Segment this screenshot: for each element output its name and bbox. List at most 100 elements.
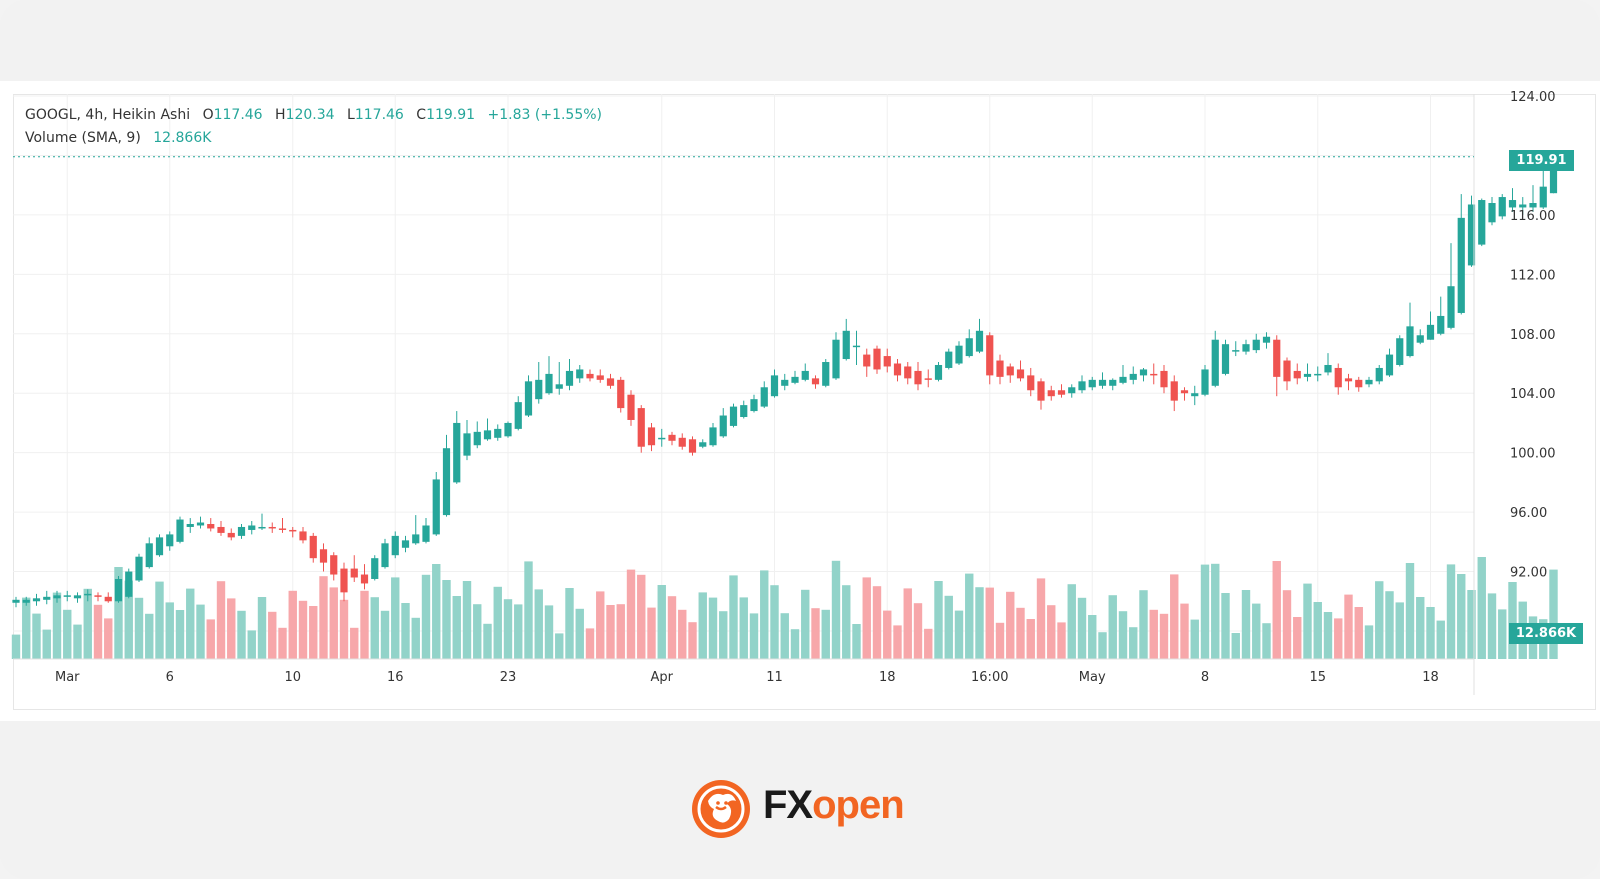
volume-bar (862, 577, 871, 659)
volume-bar (83, 588, 92, 659)
volume-bar (1457, 574, 1466, 659)
candle (1068, 384, 1076, 398)
volume-bar (688, 622, 697, 659)
candle (914, 362, 922, 391)
candle (965, 329, 973, 358)
candle (176, 516, 184, 544)
volume-bar (1323, 612, 1333, 659)
candle-body (278, 528, 287, 530)
candle-body (196, 522, 205, 526)
candle-body (637, 408, 645, 447)
volume-bar (155, 581, 164, 659)
candle (576, 364, 584, 383)
candle-body (381, 543, 389, 568)
volume-bar (257, 597, 267, 659)
volume-bar (1262, 623, 1271, 659)
legend-close-label: C (416, 107, 427, 123)
candle-body (555, 384, 563, 389)
candle (863, 348, 871, 377)
candle-body (1426, 324, 1435, 340)
candle-body (1314, 373, 1322, 376)
candle (1037, 378, 1045, 410)
volume-bar (524, 561, 533, 659)
candle (401, 535, 410, 553)
candle (309, 532, 317, 563)
candle-body (1324, 364, 1332, 373)
candle (1396, 335, 1404, 367)
candle (770, 369, 779, 398)
candle-body (1375, 367, 1383, 382)
x-tick-label: 16 (387, 670, 404, 685)
candle (924, 369, 932, 388)
candle-body (1262, 336, 1271, 343)
volume-bar (227, 598, 236, 659)
candle (658, 428, 666, 447)
volume-bar (965, 573, 974, 659)
volume-bar (1549, 569, 1558, 659)
volume-bar (626, 569, 636, 659)
candle-body (1211, 339, 1219, 386)
volume-bar (380, 610, 390, 659)
x-tick-label: 10 (284, 670, 301, 685)
candle-body (155, 537, 164, 556)
candle (1437, 296, 1445, 336)
candle (750, 394, 758, 413)
volume-bar (1375, 581, 1384, 659)
candle (1457, 194, 1465, 315)
volume-bar (1231, 633, 1240, 659)
y-tick-label: 108.00 (1510, 328, 1556, 343)
volume-bar (585, 628, 595, 659)
candle-body (1539, 186, 1547, 208)
candle-body (1068, 387, 1076, 394)
candle-body (1109, 379, 1117, 386)
volume-bar (503, 599, 513, 659)
candle-body (699, 442, 707, 447)
candle (1344, 373, 1353, 391)
candle-body (401, 540, 410, 548)
volume-bar (903, 588, 912, 659)
candle-body (63, 595, 71, 597)
candle-body (873, 348, 881, 370)
candle (1078, 375, 1086, 394)
candle-body (483, 430, 492, 440)
candle-body (1170, 381, 1178, 401)
candle-body (1027, 375, 1035, 391)
x-tick-label: 6 (166, 670, 174, 685)
candle (268, 522, 276, 533)
candle-body (709, 427, 717, 446)
volume-bar (134, 597, 144, 659)
candle (729, 403, 738, 428)
candle (483, 418, 492, 441)
candle-body (207, 524, 215, 529)
volume-bar (473, 604, 482, 659)
candle (811, 375, 820, 389)
candle (1109, 378, 1117, 391)
legend-open-label: O (202, 107, 214, 123)
candle-body (934, 364, 943, 380)
candle-body (309, 535, 317, 559)
volume-bar (1344, 594, 1353, 659)
candle-body (811, 378, 820, 385)
candle-body (1344, 378, 1353, 382)
candle (1221, 339, 1230, 376)
candle-body (1252, 339, 1260, 351)
volume-bar (1252, 603, 1261, 659)
volume-bar (790, 629, 800, 659)
candle-body (760, 387, 768, 407)
candle (606, 373, 615, 389)
candle-body (1088, 379, 1096, 388)
volume-bar (432, 564, 441, 659)
candle-body (822, 362, 830, 386)
volume-bar (1467, 590, 1476, 659)
candle-body (770, 375, 779, 397)
candle-body (606, 378, 615, 386)
candle (1529, 185, 1537, 212)
volume-bar (975, 587, 984, 659)
candle-body (1529, 203, 1537, 208)
candle-body (740, 405, 748, 417)
candle (145, 537, 153, 569)
candle-body (1293, 370, 1301, 379)
volume-bar (555, 633, 564, 659)
logo-text-fx: FX (763, 783, 813, 827)
